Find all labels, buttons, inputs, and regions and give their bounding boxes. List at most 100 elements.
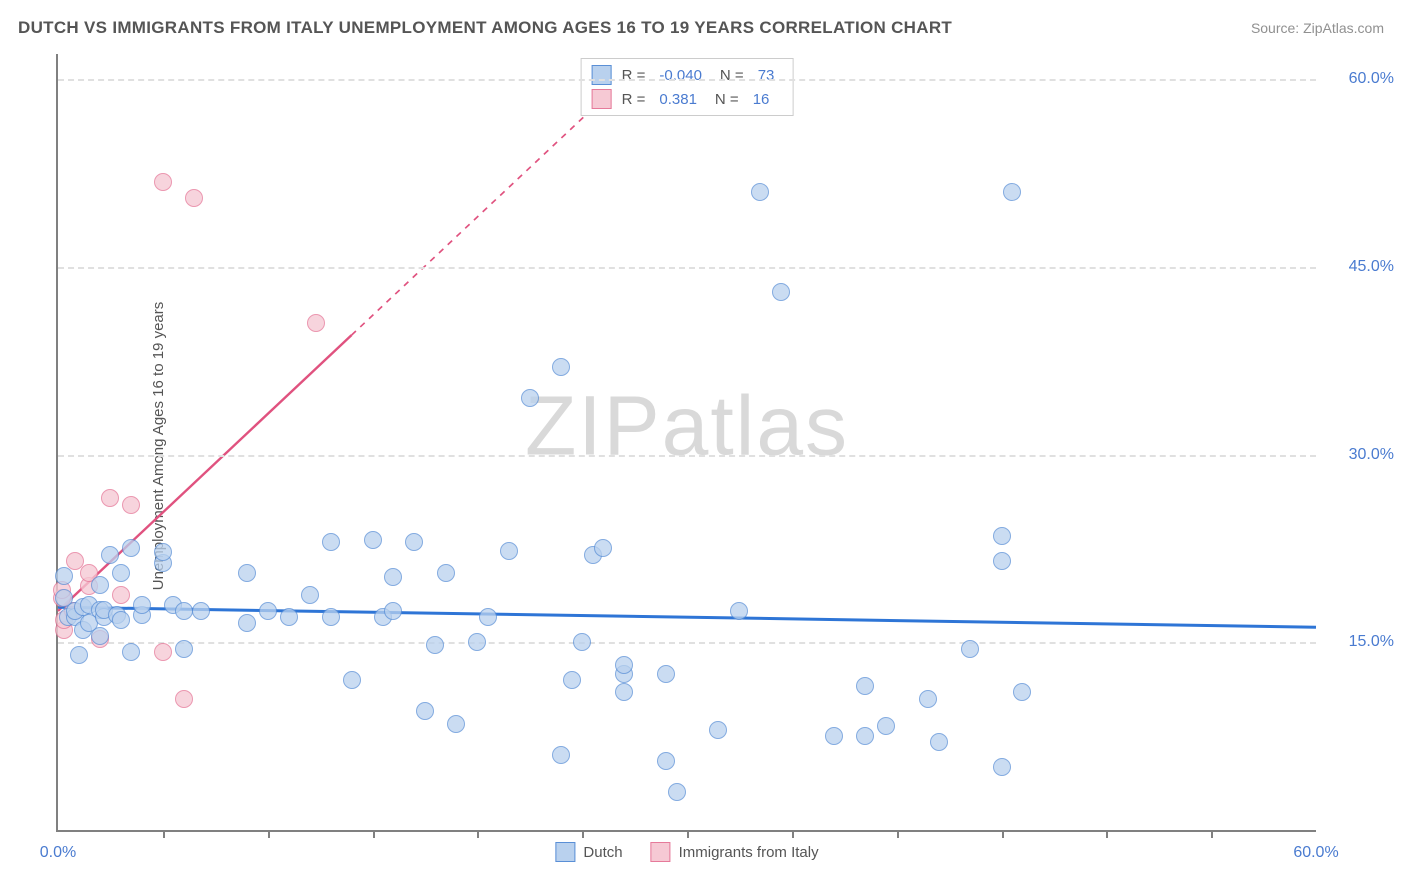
data-point (238, 614, 256, 632)
legend-label: Dutch (583, 844, 622, 861)
data-point (280, 608, 298, 626)
data-point (70, 646, 88, 664)
x-tick (1106, 830, 1108, 838)
data-point (405, 533, 423, 551)
x-tick (687, 830, 689, 838)
data-point (856, 677, 874, 695)
data-point (154, 173, 172, 191)
data-point (877, 717, 895, 735)
data-point (112, 564, 130, 582)
data-point (552, 358, 570, 376)
data-point (993, 552, 1011, 570)
source-attribution: Source: ZipAtlas.com (1251, 20, 1384, 36)
chart-title: DUTCH VS IMMIGRANTS FROM ITALY UNEMPLOYM… (18, 18, 952, 38)
data-point (657, 752, 675, 770)
data-point (384, 568, 402, 586)
x-tick (477, 830, 479, 838)
data-point (322, 608, 340, 626)
data-point (133, 596, 151, 614)
n-label: N = (715, 91, 739, 108)
data-point (479, 608, 497, 626)
data-point (55, 567, 73, 585)
data-point (175, 640, 193, 658)
data-point (751, 183, 769, 201)
trend-lines (58, 54, 1316, 830)
data-point (322, 533, 340, 551)
x-tick (792, 830, 794, 838)
data-point (919, 690, 937, 708)
data-point (930, 733, 948, 751)
data-point (175, 690, 193, 708)
x-tick (163, 830, 165, 838)
data-point (772, 283, 790, 301)
r-value: 0.381 (655, 91, 705, 108)
gridline (58, 79, 1316, 81)
data-point (961, 640, 979, 658)
data-point (615, 656, 633, 674)
y-tick-label: 60.0% (1349, 70, 1394, 88)
legend-swatch (592, 65, 612, 85)
x-tick (897, 830, 899, 838)
series-legend: Dutch Immigrants from Italy (555, 842, 818, 862)
data-point (825, 727, 843, 745)
data-point (301, 586, 319, 604)
data-point (185, 189, 203, 207)
data-point (192, 602, 210, 620)
correlation-legend-row: R = 0.381 N = 16 (592, 87, 783, 111)
data-point (521, 389, 539, 407)
data-point (416, 702, 434, 720)
data-point (657, 665, 675, 683)
data-point (101, 489, 119, 507)
data-point (730, 602, 748, 620)
data-point (112, 586, 130, 604)
legend-swatch (651, 842, 671, 862)
x-tick (1002, 830, 1004, 838)
y-tick-label: 15.0% (1349, 633, 1394, 651)
data-point (594, 539, 612, 557)
data-point (426, 636, 444, 654)
data-point (1003, 183, 1021, 201)
legend-item: Dutch (555, 842, 622, 862)
correlation-legend: R = -0.040 N = 73 R = 0.381 N = 16 (581, 58, 794, 116)
y-tick-label: 45.0% (1349, 258, 1394, 276)
data-point (122, 496, 140, 514)
plot-area: ZIPatlas R = -0.040 N = 73 R = 0.381 N =… (56, 54, 1316, 832)
x-tick (1211, 830, 1213, 838)
gridline (58, 455, 1316, 457)
correlation-legend-row: R = -0.040 N = 73 (592, 63, 783, 87)
gridline (58, 267, 1316, 269)
chart-container: DUTCH VS IMMIGRANTS FROM ITALY UNEMPLOYM… (0, 0, 1406, 892)
data-point (91, 576, 109, 594)
data-point (552, 746, 570, 764)
legend-swatch (592, 89, 612, 109)
data-point (364, 531, 382, 549)
y-tick-label: 30.0% (1349, 446, 1394, 464)
data-point (101, 546, 119, 564)
data-point (709, 721, 727, 739)
data-point (343, 671, 361, 689)
r-label: R = (622, 91, 646, 108)
data-point (1013, 683, 1031, 701)
x-tick (582, 830, 584, 838)
data-point (993, 527, 1011, 545)
data-point (856, 727, 874, 745)
data-point (563, 671, 581, 689)
legend-item: Immigrants from Italy (651, 842, 819, 862)
data-point (175, 602, 193, 620)
data-point (468, 633, 486, 651)
data-point (122, 643, 140, 661)
data-point (615, 683, 633, 701)
data-point (384, 602, 402, 620)
n-value: 16 (749, 91, 778, 108)
gridline (58, 642, 1316, 644)
data-point (154, 643, 172, 661)
data-point (500, 542, 518, 560)
data-point (447, 715, 465, 733)
legend-swatch (555, 842, 575, 862)
x-tick-label: 0.0% (40, 844, 76, 862)
data-point (437, 564, 455, 582)
data-point (122, 539, 140, 557)
data-point (668, 783, 686, 801)
data-point (91, 627, 109, 645)
data-point (112, 611, 130, 629)
